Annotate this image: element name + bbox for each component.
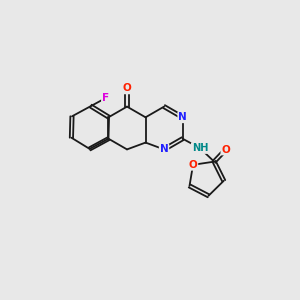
Text: N: N [160, 144, 168, 154]
Text: O: O [123, 83, 131, 93]
Text: O: O [221, 145, 230, 154]
Text: N: N [178, 112, 187, 122]
Text: NH: NH [192, 143, 208, 153]
Text: F: F [102, 93, 109, 103]
Text: O: O [189, 160, 197, 170]
